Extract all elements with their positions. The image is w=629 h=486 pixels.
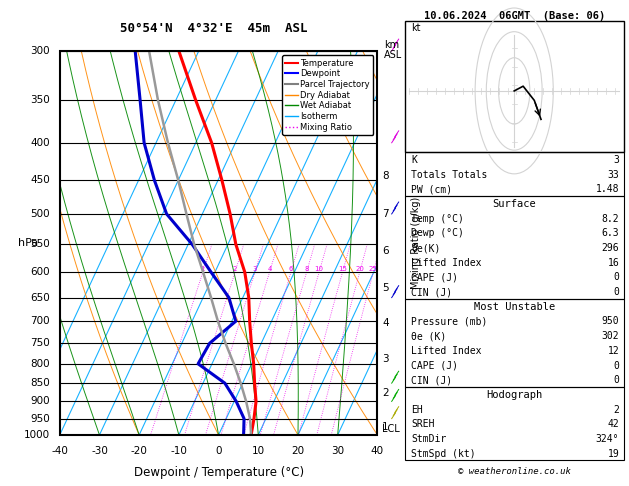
Text: 20: 20 — [291, 447, 304, 456]
Text: 302: 302 — [601, 331, 619, 341]
Text: -40: -40 — [52, 447, 68, 456]
Text: 25: 25 — [369, 266, 377, 272]
Text: Mixing Ratio (g/kg): Mixing Ratio (g/kg) — [411, 197, 421, 289]
Text: 400: 400 — [31, 138, 50, 148]
Text: © weatheronline.co.uk: © weatheronline.co.uk — [458, 468, 571, 476]
Text: EH: EH — [411, 405, 423, 415]
Text: 6.3: 6.3 — [601, 228, 619, 238]
Text: 2: 2 — [382, 388, 389, 399]
Text: 10.06.2024  06GMT  (Base: 06): 10.06.2024 06GMT (Base: 06) — [423, 11, 605, 21]
Text: Surface: Surface — [493, 199, 536, 209]
Bar — [405, 196, 623, 299]
Text: 6: 6 — [289, 266, 293, 272]
Text: 10: 10 — [252, 447, 265, 456]
Text: 300: 300 — [31, 46, 50, 56]
Text: 324°: 324° — [596, 434, 619, 444]
Text: Hodograph: Hodograph — [486, 390, 542, 400]
Text: 0: 0 — [613, 287, 619, 297]
Legend: Temperature, Dewpoint, Parcel Trajectory, Dry Adiabat, Wet Adiabat, Isotherm, Mi: Temperature, Dewpoint, Parcel Trajectory… — [282, 55, 373, 135]
Text: 800: 800 — [31, 359, 50, 369]
Text: hPa: hPa — [18, 238, 38, 248]
Text: 3: 3 — [382, 354, 389, 364]
Text: SREH: SREH — [411, 419, 435, 429]
Text: 700: 700 — [31, 316, 50, 326]
Text: 8: 8 — [304, 266, 309, 272]
Text: CIN (J): CIN (J) — [411, 287, 453, 297]
Text: 0: 0 — [215, 447, 222, 456]
Bar — [405, 152, 623, 196]
Text: -10: -10 — [170, 447, 187, 456]
Text: 0: 0 — [613, 361, 619, 370]
Text: 33: 33 — [608, 170, 619, 180]
Text: 950: 950 — [601, 316, 619, 327]
Text: 900: 900 — [31, 397, 50, 406]
Text: 20: 20 — [355, 266, 364, 272]
Text: -30: -30 — [91, 447, 108, 456]
Text: 950: 950 — [30, 414, 50, 424]
Text: 15: 15 — [338, 266, 347, 272]
Text: 16: 16 — [608, 258, 619, 268]
Text: 19: 19 — [608, 449, 619, 459]
Text: 30: 30 — [331, 447, 344, 456]
Text: Temp (°C): Temp (°C) — [411, 214, 464, 224]
Text: 50°54'N  4°32'E  45m  ASL: 50°54'N 4°32'E 45m ASL — [120, 22, 308, 35]
Text: 750: 750 — [30, 338, 50, 348]
Text: 850: 850 — [30, 378, 50, 388]
Text: 1: 1 — [382, 422, 389, 432]
Text: Totals Totals: Totals Totals — [411, 170, 488, 180]
Bar — [405, 299, 623, 387]
Text: 3: 3 — [253, 266, 257, 272]
Text: 550: 550 — [30, 239, 50, 249]
Text: 1: 1 — [201, 266, 205, 272]
Text: CAPE (J): CAPE (J) — [411, 273, 459, 282]
Text: 296: 296 — [601, 243, 619, 253]
Text: 3: 3 — [613, 155, 619, 165]
Text: Most Unstable: Most Unstable — [474, 302, 555, 312]
Text: 1.48: 1.48 — [596, 184, 619, 194]
Text: Lifted Index: Lifted Index — [411, 346, 482, 356]
Text: CAPE (J): CAPE (J) — [411, 361, 459, 370]
Text: Pressure (mb): Pressure (mb) — [411, 316, 488, 327]
Text: Dewp (°C): Dewp (°C) — [411, 228, 464, 238]
Text: 2: 2 — [613, 405, 619, 415]
Text: 8.2: 8.2 — [601, 214, 619, 224]
Text: StmDir: StmDir — [411, 434, 447, 444]
Text: PW (cm): PW (cm) — [411, 184, 453, 194]
Text: 500: 500 — [31, 209, 50, 219]
Text: 0: 0 — [613, 375, 619, 385]
Text: θe (K): θe (K) — [411, 331, 447, 341]
Text: 8: 8 — [382, 171, 389, 181]
Text: 450: 450 — [30, 175, 50, 185]
Text: 4: 4 — [382, 318, 389, 329]
Text: 4: 4 — [267, 266, 272, 272]
Text: K: K — [411, 155, 418, 165]
Bar — [405, 20, 623, 152]
Text: StmSpd (kt): StmSpd (kt) — [411, 449, 476, 459]
Text: 600: 600 — [31, 267, 50, 277]
Text: 650: 650 — [30, 293, 50, 303]
Text: LCL: LCL — [382, 423, 400, 434]
Text: 2: 2 — [233, 266, 237, 272]
Text: 10: 10 — [314, 266, 323, 272]
Text: km
ASL: km ASL — [384, 39, 402, 59]
Text: 40: 40 — [371, 447, 384, 456]
Text: 7: 7 — [382, 209, 389, 219]
Text: 42: 42 — [608, 419, 619, 429]
Text: CIN (J): CIN (J) — [411, 375, 453, 385]
Text: 350: 350 — [30, 95, 50, 105]
Text: θe(K): θe(K) — [411, 243, 441, 253]
Text: Dewpoint / Temperature (°C): Dewpoint / Temperature (°C) — [133, 466, 304, 479]
Text: 6: 6 — [382, 246, 389, 256]
Text: kt: kt — [411, 23, 421, 33]
Text: Lifted Index: Lifted Index — [411, 258, 482, 268]
Text: -20: -20 — [131, 447, 148, 456]
Text: 1000: 1000 — [24, 430, 50, 440]
Text: 12: 12 — [608, 346, 619, 356]
Text: 0: 0 — [613, 273, 619, 282]
Bar — [405, 387, 623, 460]
Text: 5: 5 — [382, 283, 389, 293]
